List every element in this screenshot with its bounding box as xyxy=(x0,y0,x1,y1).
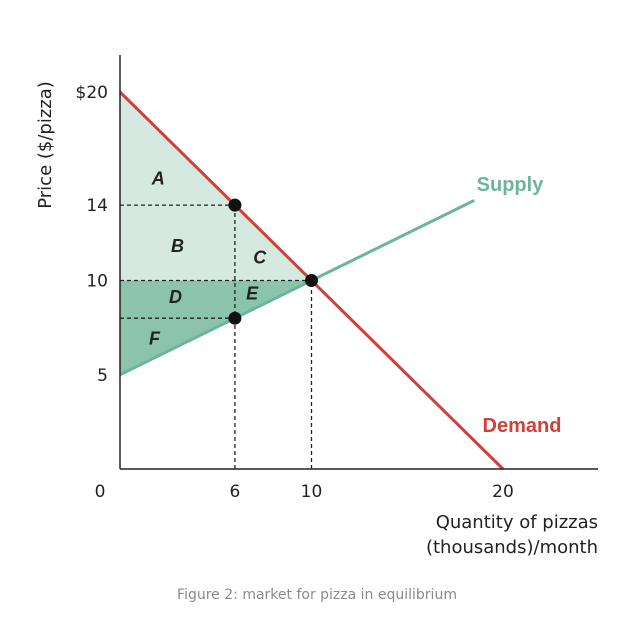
chart-point xyxy=(305,274,318,287)
tick-labels: 0 6 10 20 $20 14 10 5 xyxy=(76,83,514,502)
guide-lines xyxy=(120,204,313,469)
y-tick-label: 14 xyxy=(86,196,108,216)
supply-curve xyxy=(119,199,475,377)
x-tick-label: 10 xyxy=(301,482,323,502)
y-tick-label: $20 xyxy=(76,83,108,103)
y-axis-title: Price ($/pizza) xyxy=(35,81,56,209)
region-label-a: A xyxy=(151,168,165,188)
x-tick-label: 6 xyxy=(229,482,240,502)
region-label-e: E xyxy=(246,283,259,303)
chart-point xyxy=(228,198,242,212)
figure-caption: Figure 2: market for pizza in equilibriu… xyxy=(177,587,457,603)
region-label-d: D xyxy=(169,287,182,307)
region-label-b: B xyxy=(171,236,184,256)
equilibrium-points xyxy=(228,198,318,325)
x-tick-label: 0 xyxy=(95,482,106,502)
region-label-f: F xyxy=(149,329,161,349)
x-tick-label: 20 xyxy=(492,482,514,502)
region-labels: A B C D E F xyxy=(149,168,267,348)
region-label-c: C xyxy=(253,248,267,268)
axes xyxy=(119,55,598,470)
x-axis-title-line-1: Quantity of pizzas xyxy=(436,512,598,533)
demand-label: Demand xyxy=(483,415,562,437)
y-tick-label: 10 xyxy=(86,272,108,292)
x-axis-title-line-2: (thousands)/month xyxy=(426,537,598,558)
chart-point xyxy=(228,311,242,325)
y-tick-label: 5 xyxy=(97,366,108,386)
supply-label: Supply xyxy=(477,174,545,196)
